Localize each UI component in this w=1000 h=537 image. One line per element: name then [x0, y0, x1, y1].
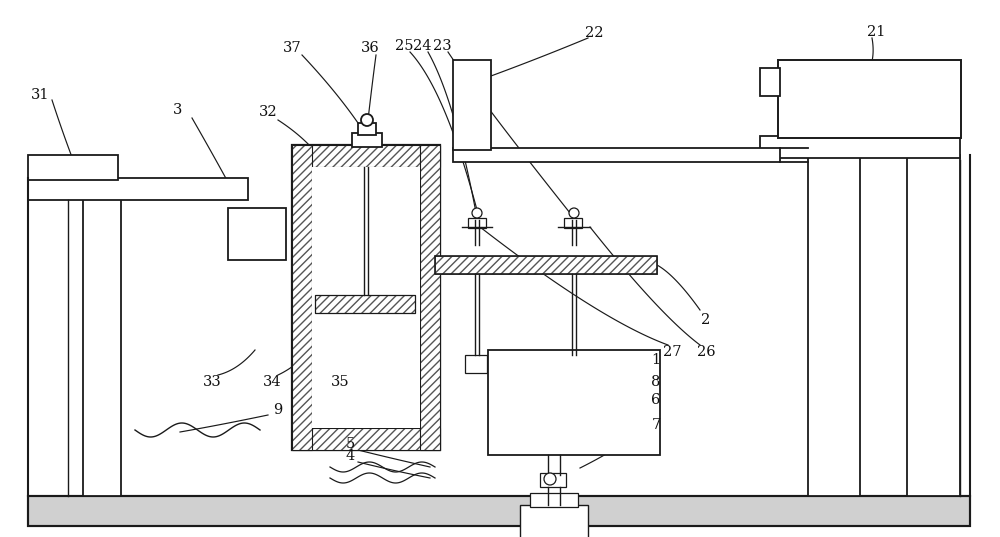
Text: 26: 26: [697, 345, 715, 359]
Bar: [453, 60, 491, 150]
Bar: [760, 68, 780, 96]
Bar: [315, 295, 415, 313]
Text: 22: 22: [585, 26, 603, 40]
Circle shape: [361, 114, 373, 126]
Bar: [564, 218, 582, 228]
Bar: [352, 133, 382, 147]
Bar: [465, 355, 487, 373]
Circle shape: [544, 473, 556, 485]
Text: 7: 7: [651, 418, 661, 432]
Text: 4: 4: [345, 449, 355, 463]
Text: 5: 5: [345, 437, 355, 451]
Bar: [28, 178, 248, 200]
Bar: [453, 148, 780, 162]
Bar: [530, 493, 578, 507]
Bar: [315, 295, 415, 313]
Bar: [778, 60, 961, 138]
Bar: [520, 505, 588, 537]
Text: 32: 32: [259, 105, 277, 119]
Circle shape: [472, 208, 482, 218]
Text: 21: 21: [867, 25, 885, 39]
Bar: [292, 428, 440, 450]
Bar: [28, 155, 118, 180]
Text: 24: 24: [413, 39, 431, 53]
Bar: [292, 428, 440, 450]
Circle shape: [569, 208, 579, 218]
Text: 27: 27: [663, 345, 681, 359]
Text: 23: 23: [433, 39, 451, 53]
Bar: [760, 136, 960, 158]
Text: 35: 35: [331, 375, 349, 389]
Bar: [435, 256, 657, 274]
Text: 37: 37: [283, 41, 301, 55]
Text: 34: 34: [263, 375, 281, 389]
Text: 25: 25: [395, 39, 413, 53]
Bar: [540, 473, 566, 487]
Bar: [420, 145, 440, 450]
Text: 1: 1: [651, 353, 661, 367]
Bar: [907, 155, 960, 496]
Bar: [420, 145, 440, 450]
Text: 36: 36: [361, 41, 379, 55]
Text: 31: 31: [31, 88, 49, 102]
Text: 9: 9: [273, 403, 283, 417]
Bar: [28, 496, 970, 526]
Text: 33: 33: [203, 375, 221, 389]
Bar: [292, 145, 440, 167]
Text: 8: 8: [651, 375, 661, 389]
Bar: [358, 123, 376, 135]
Bar: [28, 496, 970, 526]
Bar: [292, 145, 440, 167]
Bar: [562, 355, 584, 373]
Bar: [292, 145, 440, 450]
Bar: [292, 145, 312, 450]
Bar: [292, 145, 312, 450]
Text: 2: 2: [701, 313, 711, 327]
Bar: [83, 198, 121, 496]
Bar: [468, 218, 486, 228]
Bar: [312, 167, 420, 428]
Bar: [228, 208, 286, 260]
Bar: [808, 155, 860, 496]
Text: 3: 3: [173, 103, 183, 117]
Bar: [435, 256, 657, 274]
Bar: [488, 350, 660, 455]
Text: 6: 6: [651, 393, 661, 407]
